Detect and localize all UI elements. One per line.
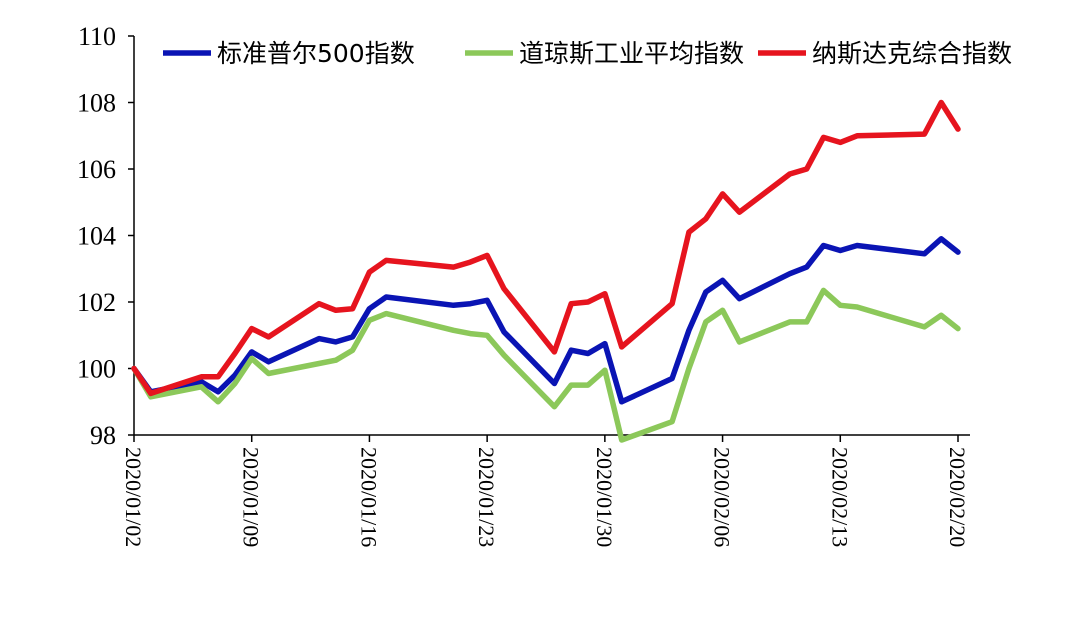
y-tick-label: 102	[77, 288, 116, 317]
x-tick-label: 2020/01/30	[592, 447, 617, 547]
y-tick-label: 110	[78, 22, 116, 51]
y-tick-label: 100	[77, 355, 116, 384]
series-lines	[131, 99, 961, 443]
y-tick-label: 98	[90, 421, 116, 450]
x-tick-label: 2020/01/09	[239, 447, 264, 547]
axes: 98 100 102 104 106 108 110 2020/01/02 2020/01/09…	[77, 22, 970, 547]
y-tick-label: 108	[77, 89, 116, 118]
legend-label-3: 纳斯达克综合指数	[812, 39, 1012, 68]
legend: 标准普尔500指数 道琼斯工业平均指数 纳斯达克综合指数	[163, 39, 1012, 68]
x-tick-label: 2020/02/20	[945, 447, 970, 547]
x-tick-label: 2020/02/06	[710, 447, 735, 547]
legend-label-2: 道琼斯工业平均指数	[519, 39, 744, 68]
series-line-3	[131, 99, 961, 397]
y-tick-label: 106	[77, 155, 116, 184]
x-tick-label: 2020/01/23	[474, 447, 499, 547]
legend-label-1: 标准普尔500指数	[217, 39, 415, 68]
y-tick-label: 104	[77, 222, 116, 251]
x-tick-label: 2020/01/02	[121, 447, 146, 547]
x-tick-label: 2020/02/13	[827, 447, 852, 547]
series-line-1	[131, 236, 961, 405]
x-tick-label: 2020/01/16	[356, 447, 381, 547]
series-line-2	[131, 287, 961, 443]
